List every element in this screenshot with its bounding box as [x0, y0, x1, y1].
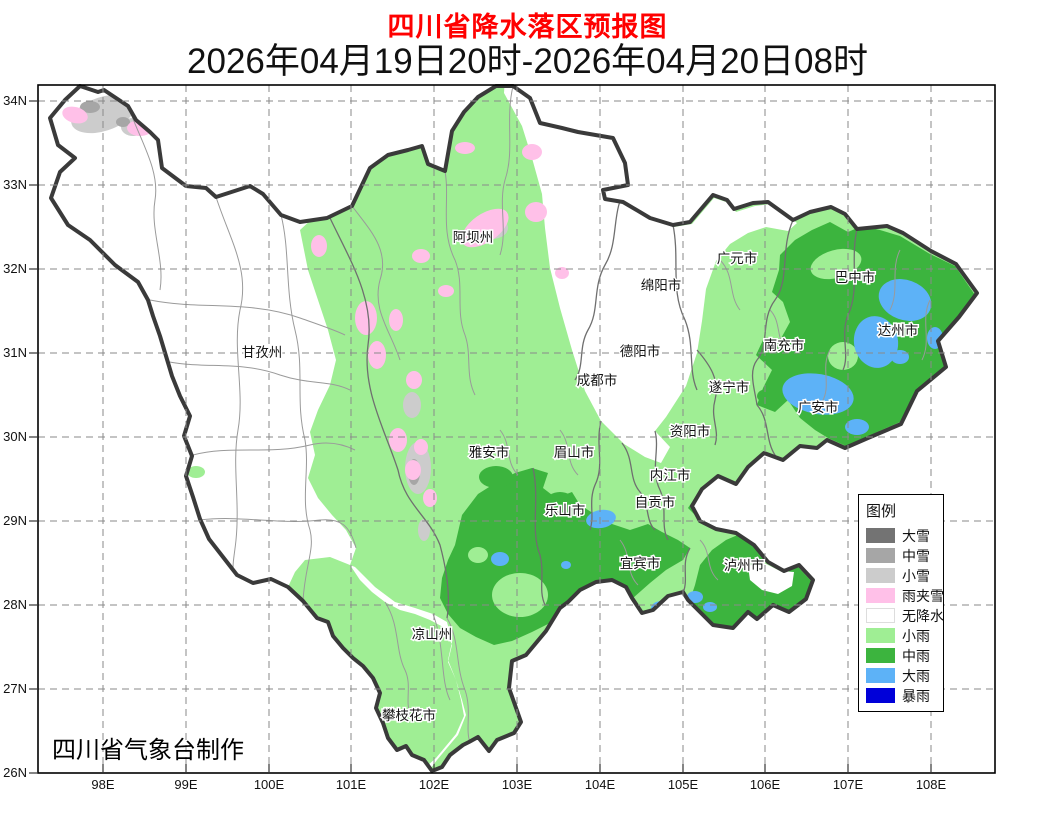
light-snow-swatch [866, 568, 895, 583]
city-label-dazhou: 达州市 [878, 322, 919, 338]
lat-label: 29N [3, 513, 27, 528]
city-label-neijiang: 内江市 [650, 467, 691, 483]
legend-item-no-precip: 无降水 [866, 607, 944, 624]
city-label-guangan: 广安市 [798, 399, 839, 415]
legend-item-rainstorm: 暴雨 [866, 687, 943, 704]
city-label-ziyang: 资阳市 [670, 423, 711, 439]
legend-box: 图例 大雪 中雪 小雪 雨夹雪 无降水 小雨 中雨 大雨 暴雨 [858, 494, 944, 712]
legend-item-label: 中雨 [902, 647, 930, 664]
heavy-snow-swatch [866, 528, 895, 543]
city-label-yibin: 宜宾市 [620, 555, 661, 571]
lat-label: 34N [3, 93, 27, 108]
city-label-luzhou: 泸州市 [724, 557, 765, 573]
lon-label: 106E [750, 777, 781, 792]
legend-item-label: 暴雨 [902, 687, 930, 704]
city-label-liangshan: 凉山州 [412, 627, 453, 642]
legend-item-heavy-snow: 大雪 [866, 527, 943, 544]
no-precip-swatch [866, 608, 895, 623]
city-label-bazhong: 巴中市 [835, 269, 876, 285]
lat-label: 30N [3, 429, 27, 444]
city-label-mianyang: 绵阳市 [641, 277, 682, 293]
legend-item-label: 小雨 [902, 627, 930, 644]
lon-label: 105E [668, 777, 699, 792]
city-label-zigong: 自贡市 [635, 494, 676, 510]
lon-label: 100E [254, 777, 285, 792]
city-label-guangyuan: 广元市 [717, 250, 758, 266]
lat-label: 26N [3, 765, 27, 780]
attribution-text: 四川省气象台制作 [52, 737, 244, 764]
page-subtitle: 2026年04月19日20时-2026年04月20日08时 [187, 42, 868, 81]
graticule-grid [38, 85, 995, 773]
latitude-axis-labels: 34N 33N 32N 31N 30N 29N 28N 27N 26N [3, 93, 27, 780]
lat-label: 33N [3, 177, 27, 192]
longitude-axis-labels: 98E 99E 100E 101E 102E 103E 104E 105E 10… [91, 777, 946, 792]
sleet-swatch [866, 588, 895, 603]
legend-item-label: 小雪 [902, 567, 930, 584]
legend-item-label: 雨夹雪 [902, 587, 944, 604]
legend-title: 图例 [866, 503, 897, 520]
legend-item-light-rain: 小雨 [866, 627, 943, 644]
city-label-abazhou: 阿坝州 [453, 230, 494, 245]
lon-label: 102E [419, 777, 450, 792]
city-label-panzhihua: 攀枝花市 [382, 707, 436, 723]
lon-label: 101E [336, 777, 367, 792]
city-label-meishan: 眉山市 [554, 444, 595, 460]
city-label-ganzizhou: 甘孜州 [242, 345, 283, 360]
lon-label: 103E [502, 777, 533, 792]
city-label-nanchong: 南充市 [764, 337, 805, 353]
province-border [48, 84, 979, 773]
lat-label: 27N [3, 681, 27, 696]
legend-item-sleet: 雨夹雪 [866, 587, 944, 604]
city-label-deyang: 德阳市 [620, 343, 661, 359]
lon-label: 108E [916, 777, 947, 792]
legend-item-heavy-rain: 大雨 [866, 667, 943, 684]
lon-label: 104E [585, 777, 616, 792]
legend-item-label: 大雪 [902, 527, 930, 544]
medium-rain-swatch [866, 648, 895, 663]
legend-item-label: 大雨 [902, 667, 930, 684]
legend-item-medium-rain: 中雨 [866, 647, 943, 664]
legend-item-label: 中雪 [902, 547, 930, 564]
legend-item-light-snow: 小雪 [866, 567, 943, 584]
city-label-yaan: 雅安市 [469, 444, 510, 460]
city-labels: 甘孜州 阿坝州 绵阳市 德阳市 成都市 广元市 巴中市 达州市 南充市 遂宁市 … [240, 229, 920, 725]
lat-label: 28N [3, 597, 27, 612]
legend-item-label: 无降水 [902, 607, 944, 624]
city-label-leshan: 乐山市 [545, 502, 586, 518]
lon-label: 107E [833, 777, 864, 792]
rainstorm-swatch [866, 688, 895, 703]
sleet-patches [62, 106, 569, 507]
legend-item-medium-snow: 中雪 [866, 547, 943, 564]
heavy-rain-swatch [866, 668, 895, 683]
lon-label: 98E [91, 777, 114, 792]
axis-ticks [29, 100, 932, 774]
light-rain-swatch [866, 628, 895, 643]
city-label-chengdu: 成都市 [577, 372, 618, 388]
lon-label: 99E [174, 777, 197, 792]
lat-label: 31N [3, 345, 27, 360]
lat-label: 32N [3, 261, 27, 276]
page-title: 四川省降水落区预报图 [387, 12, 668, 42]
light-rain-inner-patches [386, 248, 862, 753]
city-label-suining: 遂宁市 [709, 379, 750, 395]
medium-snow-swatch [866, 548, 895, 563]
